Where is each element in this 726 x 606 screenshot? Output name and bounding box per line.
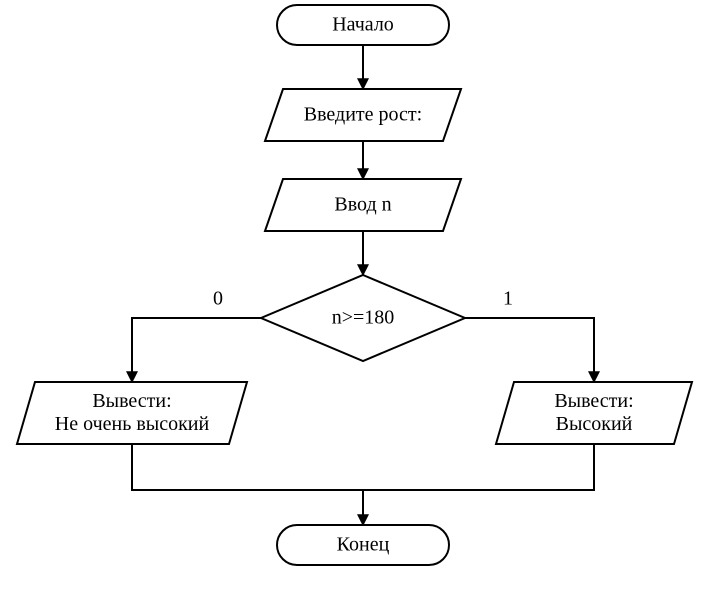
label-outFalse-line0: Вывести:	[92, 390, 171, 412]
edge-decision-outTrue	[465, 318, 594, 382]
label-outTrue-line1: Высокий	[556, 413, 633, 435]
flowchart-canvas: 0 1 Начало Введите рост: Ввод n n>=180 Вывести…	[0, 0, 726, 606]
label-outFalse-line1: Не очень высокий	[55, 413, 210, 435]
label-start: Начало	[332, 14, 394, 36]
edge-outFalse-merge	[132, 444, 363, 490]
label-input: Ввод n	[334, 194, 391, 216]
label-outTrue-line0: Вывести:	[554, 390, 633, 412]
edge-label-3: 0	[213, 288, 223, 310]
label-prompt: Введите рост:	[304, 104, 422, 126]
edge-decision-outFalse	[132, 318, 261, 382]
label-decision: n>=180	[332, 307, 395, 329]
edge-outTrue-merge	[363, 444, 594, 490]
edge-label-4: 1	[503, 288, 513, 310]
label-end: Конец	[337, 534, 390, 556]
